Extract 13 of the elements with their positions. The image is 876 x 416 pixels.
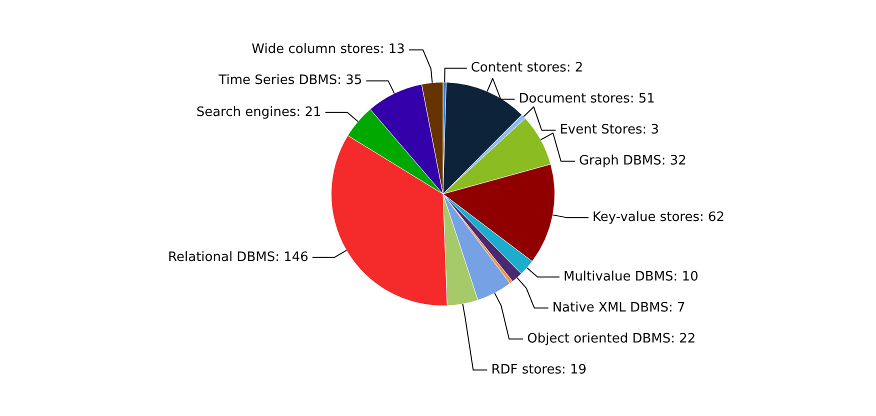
slice-label: Content stores: 2 — [470, 60, 584, 76]
slice-label: Graph DBMS: 32 — [578, 154, 686, 169]
slice-label: Document stores: 51 — [518, 92, 655, 107]
slice-label: RDF stores: 19 — [491, 362, 587, 378]
slice-label: Relational DBMS: 146 — [168, 250, 308, 265]
slice-label: Time Series DBMS: 35 — [218, 73, 362, 88]
slice-label: Key-value stores: 62 — [592, 210, 725, 225]
slice-label: Search engines: 21 — [196, 104, 322, 120]
slice-label: Event Stores: 3 — [560, 122, 660, 138]
slice-label: Native XML DBMS: 7 — [552, 300, 686, 316]
slice-label: Multivalue DBMS: 10 — [563, 269, 698, 284]
slice-label: Wide column stores: 13 — [252, 42, 405, 58]
slice-label: Object oriented DBMS: 22 — [527, 331, 696, 346]
